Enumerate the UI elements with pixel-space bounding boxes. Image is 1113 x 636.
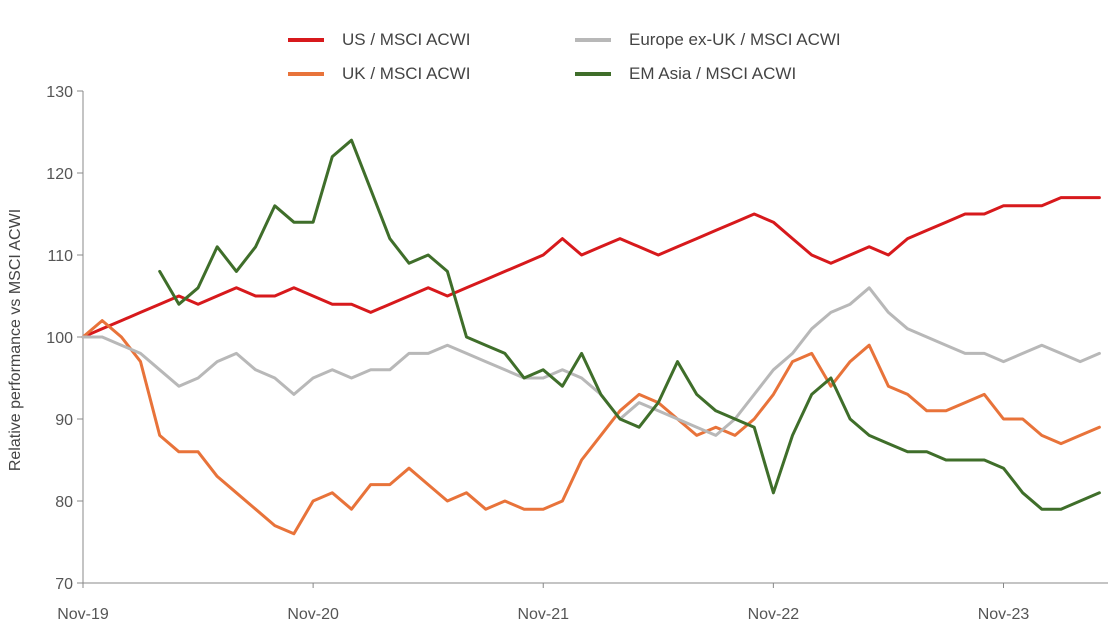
legend-label-em-asia: EM Asia / MSCI ACWI: [629, 64, 797, 83]
legend-label-uk: UK / MSCI ACWI: [342, 64, 471, 83]
x-tick-label: Nov-23: [978, 606, 1030, 623]
y-tick-label: 70: [55, 576, 73, 593]
y-tick-label: 90: [55, 412, 73, 429]
y-tick-label: 120: [46, 166, 73, 183]
legend-swatch-europe-ex-uk: [575, 38, 611, 42]
y-tick-label: 100: [46, 330, 73, 347]
legend-label-europe-ex-uk: Europe ex-UK / MSCI ACWI: [629, 30, 841, 49]
legend-item-europe-ex-uk: Europe ex-UK / MSCI ACWI: [575, 30, 841, 50]
series-line-2: [81, 286, 1101, 437]
chart-legend: US / MSCI ACWI UK / MSCI ACWI Europe ex-…: [288, 26, 908, 96]
y-tick-label: 110: [47, 248, 73, 265]
chart-series-layer: [81, 138, 1101, 536]
series-line-1: [81, 319, 1101, 536]
chart-axes: 70 80 90 100 110 120 130 Nov-19 Nov-20 Nov-21 Nov-…: [46, 84, 1108, 623]
series-line-3: [158, 138, 1101, 511]
y-tick-label: 80: [55, 494, 73, 511]
legend-swatch-uk: [288, 72, 324, 76]
x-tick-label: Nov-21: [517, 606, 569, 623]
y-tick-label: 130: [46, 84, 73, 101]
y-axis-title: Relative performance vs MSCI ACWI: [7, 209, 24, 471]
legend-item-us: US / MSCI ACWI: [288, 30, 470, 50]
series-line-0: [81, 196, 1101, 339]
legend-swatch-em-asia: [575, 72, 611, 76]
x-tick-label: Nov-20: [287, 606, 339, 623]
legend-label-us: US / MSCI ACWI: [342, 30, 471, 49]
x-tick-label: Nov-22: [748, 606, 800, 623]
legend-item-em-asia: EM Asia / MSCI ACWI: [575, 64, 796, 84]
legend-item-uk: UK / MSCI ACWI: [288, 64, 470, 84]
legend-swatch-us: [288, 38, 324, 42]
x-tick-label: Nov-19: [57, 606, 109, 623]
